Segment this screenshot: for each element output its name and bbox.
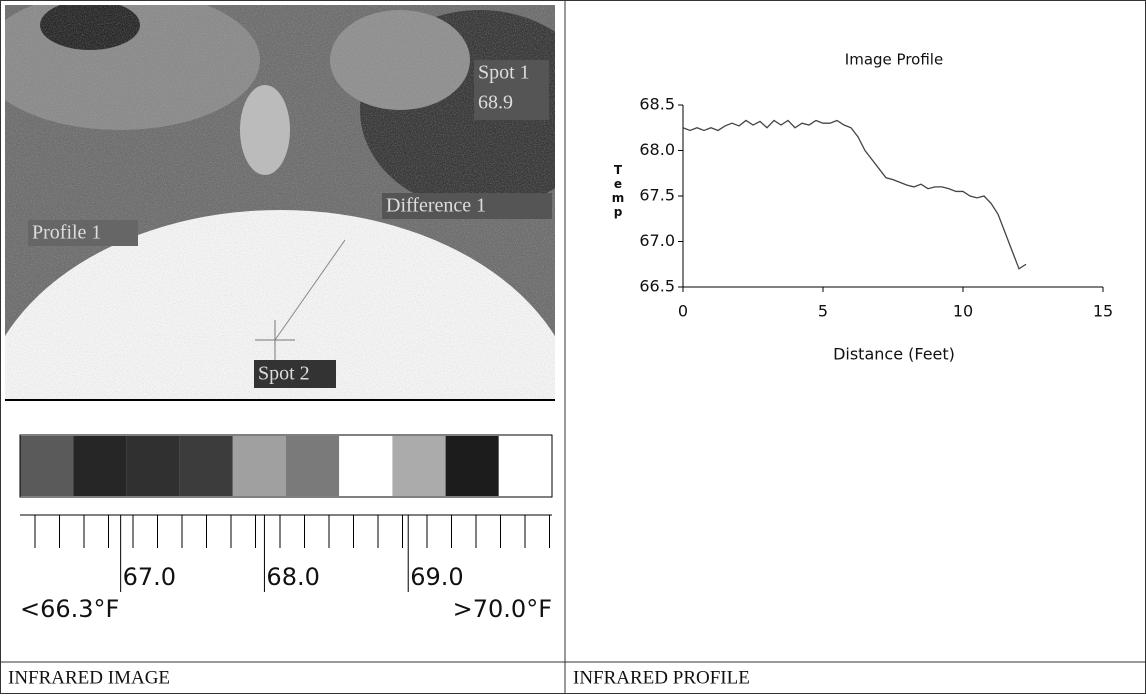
caption: INFRARED PROFILE — [573, 667, 750, 688]
chart-title: Image Profile — [845, 51, 943, 69]
profile-label: Profile 1 — [32, 222, 101, 244]
y-tick-label: 68.0 — [639, 140, 675, 159]
scale-tick-label: 69.0 — [410, 563, 463, 591]
palette-swatch — [232, 436, 286, 496]
y-tick-label: 68.5 — [639, 95, 675, 114]
x-tick-label: 0 — [678, 302, 688, 321]
x-tick-label: 10 — [953, 302, 973, 321]
spot-value: 68.9 — [478, 92, 513, 114]
palette-swatch — [339, 436, 393, 496]
profile-line — [682, 119, 1027, 270]
palette-frame — [19, 434, 553, 498]
palette-swatch — [179, 436, 233, 496]
palette-swatch — [126, 436, 180, 496]
palette-swatch — [73, 436, 127, 496]
y-tick-label: 67.0 — [639, 231, 675, 250]
x-tick-label: 15 — [1093, 302, 1113, 321]
spot-label: Spot 2 — [258, 363, 310, 385]
caption: INFRARED IMAGE — [8, 667, 170, 688]
scale-min-label: <66.3°F — [20, 595, 119, 623]
scale-tick-label: 68.0 — [266, 563, 319, 591]
y-tick-label: 66.5 — [639, 277, 675, 296]
palette-swatch — [498, 436, 552, 496]
infrared-image: Spot 1 68.9 Difference 1 Profile 1 Spot … — [5, 5, 555, 400]
scale-tick-label: 67.0 — [123, 563, 176, 591]
palette-swatch — [20, 436, 74, 496]
spot-label: Spot 1 — [478, 62, 530, 84]
y-tick-label: 67.5 — [639, 186, 675, 205]
difference-label: Difference 1 — [386, 195, 486, 217]
palette-swatch — [392, 436, 446, 496]
temperature-scale: <66.3°F >70.0°F — [20, 595, 552, 623]
x-axis-label: Distance (Feet) — [833, 345, 955, 364]
palette-swatch — [286, 436, 340, 496]
x-tick-label: 5 — [818, 302, 828, 321]
scale-max-label: >70.0°F — [453, 595, 552, 623]
palette-swatch — [445, 436, 499, 496]
